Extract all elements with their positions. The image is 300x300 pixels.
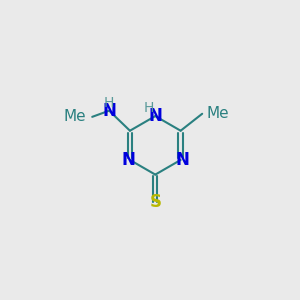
Text: N: N <box>102 102 116 120</box>
Text: Me: Me <box>207 106 230 121</box>
Text: Me: Me <box>63 109 86 124</box>
Text: N: N <box>122 151 135 169</box>
Text: H: H <box>144 101 154 116</box>
Text: N: N <box>148 107 162 125</box>
Text: N: N <box>175 151 189 169</box>
Text: S: S <box>149 193 161 211</box>
Text: H: H <box>103 96 114 110</box>
